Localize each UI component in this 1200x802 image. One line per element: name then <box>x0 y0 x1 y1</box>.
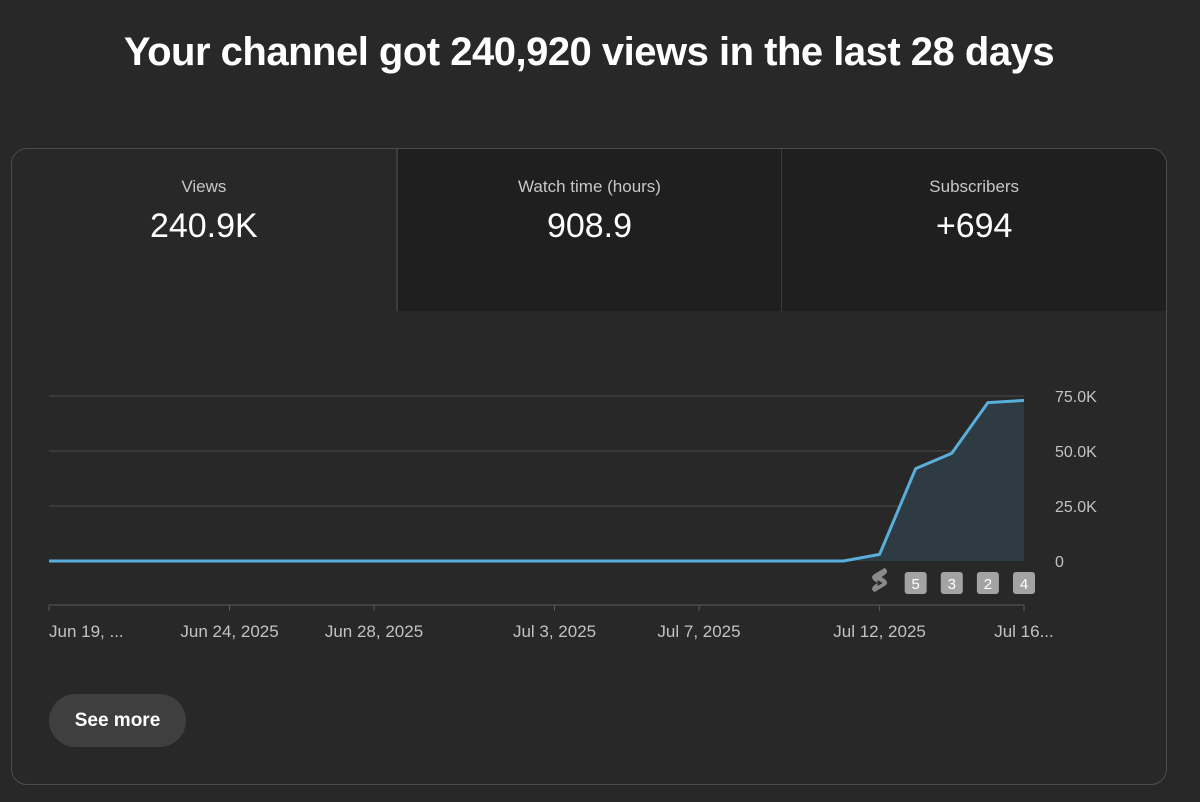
tab-subscribers-value: +694 <box>935 207 1013 245</box>
x-tick-label: Jul 16... <box>994 622 1054 641</box>
see-more-button[interactable]: See more <box>49 694 186 747</box>
x-tick-label: Jul 12, 2025 <box>833 622 926 641</box>
views-chart: 0 25.0K 50.0K 75.0K Jun 19, ... Jun 24, 2025 J… <box>48 389 1097 641</box>
shorts-play-icon <box>877 580 883 586</box>
y-tick-label: 50.0K <box>1055 444 1097 461</box>
tab-views-label: Views <box>181 177 227 196</box>
tab-watch-time-value: 908.9 <box>546 207 633 245</box>
shorts-icon <box>872 568 888 592</box>
tab-subscribers[interactable]: Subscribers +694 <box>781 149 1166 311</box>
views-series-line <box>49 398 1025 563</box>
event-marker-badge <box>940 572 963 594</box>
event-marker-badge <box>1013 572 1035 594</box>
views-area <box>49 400 1024 561</box>
analytics-card: Views 240.9K Watch time (hours) 908.9 Su… <box>11 148 1167 785</box>
x-tick-label: Jun 28, 2025 <box>325 622 423 641</box>
page-title: Your channel got 240,920 views in the la… <box>123 30 1055 74</box>
metric-tabs: Views 240.9K Watch time (hours) 908.9 Su… <box>12 149 1166 311</box>
tab-subscribers-label: Subscribers <box>929 177 1020 196</box>
event-marker-label: 2 <box>984 576 992 593</box>
tab-watch-time[interactable]: Watch time (hours) 908.9 <box>396 149 782 311</box>
x-tick-label: Jul 3, 2025 <box>513 622 596 641</box>
event-marker-label: 5 <box>911 576 919 593</box>
y-tick-label: 0 <box>1055 554 1064 571</box>
tab-views-value: 240.9K <box>149 207 258 245</box>
y-tick-label: 25.0K <box>1055 499 1097 516</box>
x-tick-label: Jun 19, ... <box>49 622 124 641</box>
event-marker-label: 4 <box>1020 576 1028 593</box>
tab-views[interactable]: Views 240.9K <box>12 149 397 311</box>
event-marker-badge <box>976 572 999 594</box>
x-tick-label: Jul 7, 2025 <box>657 622 740 641</box>
y-tick-label: 75.0K <box>1055 389 1097 406</box>
event-marker-badge <box>904 572 927 594</box>
x-tick-label: Jun 24, 2025 <box>180 622 278 641</box>
event-marker-label: 3 <box>948 576 956 593</box>
tab-watch-time-label: Watch time (hours) <box>518 177 661 196</box>
